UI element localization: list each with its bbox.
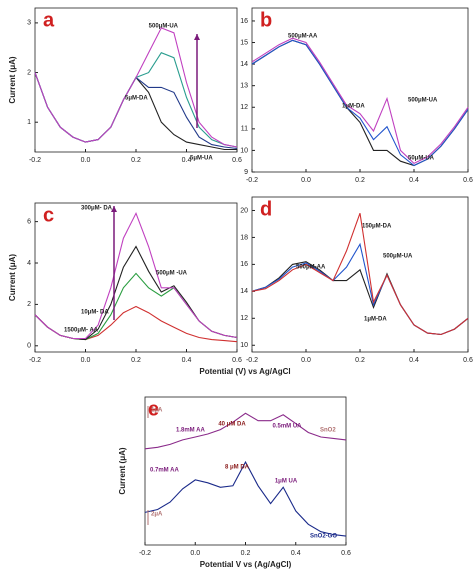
annotation: 50μM-UA [408, 156, 435, 162]
y-tick-label: 6 [27, 218, 31, 225]
x-tick-label: -0.2 [29, 157, 41, 164]
x-tick-label: 0.2 [355, 357, 365, 364]
x-tick-label: 0.0 [81, 357, 91, 364]
y-tick-label: 14 [240, 288, 248, 295]
y-tick-label: 0 [27, 343, 31, 350]
panel-letter: b [260, 9, 272, 31]
y-tick-label: 12 [240, 104, 248, 111]
arrow-head [194, 34, 200, 40]
x-tick-label: 0.0 [301, 177, 311, 184]
y-tick-label: 13 [240, 83, 248, 90]
annotation: 0.5mM UA [272, 424, 302, 430]
annotation: 5μM-DA [125, 96, 148, 102]
x-tick-label: 0.4 [409, 177, 419, 184]
y-tick-label: 9 [244, 169, 248, 176]
x-tick-label: 0.4 [409, 357, 419, 364]
curve [144, 412, 347, 450]
curve [251, 242, 469, 336]
annotation: 1500μM- AA [64, 328, 99, 334]
x-tick-label: 0.0 [81, 157, 91, 164]
y-tick-label: 1 [27, 119, 31, 126]
x-tick-label: 0.4 [291, 550, 301, 557]
annotation: 500μM-AA [288, 34, 318, 40]
annotation: 1.8mM AA [176, 428, 205, 434]
plot-frame [251, 7, 469, 173]
x-tick-label: 0.6 [232, 157, 242, 164]
y-tick-label: 18 [240, 234, 248, 241]
y-tick-label: 15 [240, 39, 248, 46]
annotation: 5μM-UA [190, 156, 213, 162]
y-axis-label: Current (μA) [118, 447, 127, 494]
x-tick-label: 0.6 [341, 550, 351, 557]
y-tick-label: 14 [240, 61, 248, 68]
y-axis-label: Current (μA) [8, 56, 17, 103]
annotation: 500μM-UA [383, 254, 413, 260]
curve [34, 27, 238, 148]
x-tick-label: -0.2 [246, 357, 258, 364]
x-tick-label: -0.2 [29, 357, 41, 364]
x-tick-label: 0.4 [182, 157, 192, 164]
curve [34, 72, 238, 150]
x-tick-label: -0.2 [139, 550, 151, 557]
x-tick-label: -0.2 [246, 177, 258, 184]
x-axis-label: Potential V vs (Ag/AgCl) [200, 560, 292, 569]
panel-letter: d [260, 198, 272, 220]
annotation: 1μM-DA [364, 317, 387, 323]
curve [251, 37, 469, 165]
curve [251, 261, 469, 336]
y-tick-label: 20 [240, 207, 248, 214]
curve [34, 211, 238, 340]
x-tick-label: 0.2 [131, 357, 141, 364]
y-tick-label: 2 [27, 301, 31, 308]
panel-letter: c [43, 204, 54, 226]
x-tick-label: 0.6 [463, 177, 473, 184]
y-tick-label: 10 [240, 342, 248, 349]
curve [251, 213, 469, 336]
x-tick-label: 0.2 [131, 157, 141, 164]
y-tick-label: 16 [240, 261, 248, 268]
annotation: 1μA [151, 408, 163, 414]
y-tick-label: 4 [27, 260, 31, 267]
annotation: 40 μM DA [218, 422, 246, 428]
arrow-head [111, 206, 117, 212]
x-tick-label: 0.4 [182, 357, 192, 364]
annotation: 300μM- DA [81, 206, 113, 212]
annotation: 150μM-DA [362, 224, 392, 230]
annotation: 500μM-AA [296, 265, 326, 271]
annotation: 1μM UA [275, 479, 298, 485]
annotation: 2μA [151, 512, 163, 518]
x-tick-label: 0.2 [241, 550, 251, 557]
annotation: 10μM- DA [81, 310, 109, 316]
y-tick-label: 11 [241, 126, 248, 133]
y-tick-label: 16 [240, 18, 248, 25]
panel-letter: e [148, 398, 159, 420]
annotation: 500μM-UA [408, 98, 438, 104]
annotation: 500μM -UA [156, 271, 188, 277]
annotation: 1μM-DA [342, 104, 365, 110]
x-tick-label: 0.0 [301, 357, 311, 364]
x-tick-label: 0.0 [190, 550, 200, 557]
annotation: SnO2 [320, 428, 336, 434]
annotation: 500μM-UA [149, 24, 179, 30]
panel-letter: a [43, 9, 55, 31]
y-tick-label: 10 [240, 147, 248, 154]
annotation: SnO2-GO [310, 534, 337, 540]
annotation: 0.7mM AA [150, 468, 179, 474]
y-tick-label: 12 [240, 315, 248, 322]
y-tick-label: 3 [27, 20, 31, 27]
curve [34, 72, 237, 151]
x-tick-label: 0.2 [355, 177, 365, 184]
x-tick-label: 0.6 [232, 357, 242, 364]
y-tick-label: 2 [27, 69, 31, 76]
curve [144, 460, 347, 537]
x-tick-label: 0.6 [463, 357, 473, 364]
curve [34, 245, 238, 341]
x-axis-label: Potential (V) vs Ag/AgCl [199, 367, 290, 376]
curve [251, 39, 469, 167]
annotation: 8 μM DA [225, 465, 250, 471]
y-axis-label: Current (μA) [8, 254, 17, 301]
